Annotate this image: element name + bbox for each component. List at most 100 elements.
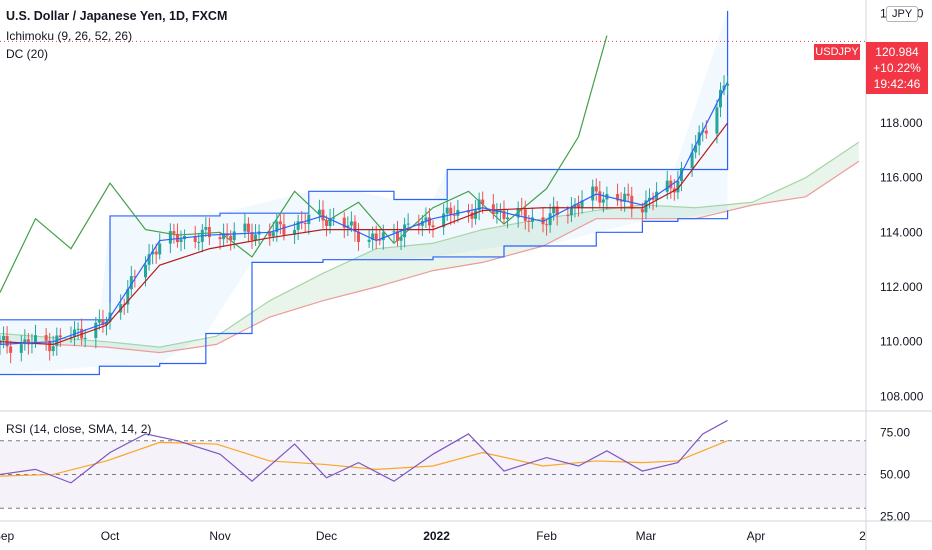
candle-body	[23, 339, 27, 345]
candle-body	[172, 231, 176, 234]
rsi-line	[0, 419, 728, 484]
candle-body	[243, 223, 247, 232]
candle-body	[477, 199, 481, 211]
candle-body	[229, 235, 233, 241]
candle-body	[307, 214, 311, 225]
candle-body	[424, 217, 428, 221]
rsi-tick-label: 75.00	[880, 425, 910, 439]
candle-body	[694, 145, 698, 153]
candle-body	[51, 346, 55, 352]
base-line	[0, 122, 729, 346]
candle-body	[406, 223, 410, 225]
candle-body	[403, 224, 407, 238]
candle-body	[449, 207, 453, 215]
candle-body	[704, 130, 708, 134]
candle-body	[619, 200, 623, 202]
candle-body	[126, 289, 130, 305]
change-percent: +10.22%	[873, 61, 921, 75]
candle-body	[76, 328, 80, 330]
candle-body	[193, 236, 197, 242]
candle-body	[83, 337, 87, 339]
candle-body	[726, 83, 730, 86]
candle-body	[452, 214, 456, 216]
candle-body	[601, 199, 605, 203]
candle-body	[431, 225, 435, 228]
chart-title: U.S. Dollar / Japanese Yen, 1D, FXCM	[6, 9, 228, 23]
candle-body	[58, 335, 62, 338]
candle-body	[648, 197, 651, 201]
candle-body	[378, 239, 382, 241]
candle-body	[5, 335, 9, 347]
symbol-price-tag: USDJPY	[814, 44, 860, 60]
candle-body	[516, 208, 520, 218]
price-tick-label: 112.000	[880, 280, 923, 294]
price-tick-label: 114.000	[880, 225, 923, 239]
candle-body	[48, 340, 52, 352]
candle-body	[129, 276, 133, 290]
candle-body	[718, 89, 722, 108]
candle-body	[246, 223, 250, 233]
candle-body	[154, 251, 158, 255]
candle-body	[591, 186, 595, 201]
price-tick-label: 108.000	[880, 389, 924, 403]
candle-body	[325, 220, 329, 226]
candle-body	[342, 217, 346, 228]
candle-body	[104, 321, 108, 325]
candle-body	[303, 222, 307, 225]
candle-body	[392, 231, 396, 233]
candle-body	[690, 152, 694, 169]
time-tick-label: 2022	[423, 529, 450, 543]
candle-body	[282, 224, 286, 235]
candle-body	[552, 206, 556, 214]
candle-body	[577, 204, 581, 208]
candle-body	[616, 193, 620, 201]
candle-body	[278, 221, 282, 225]
candle-body	[665, 180, 669, 192]
candle-body	[69, 336, 73, 338]
rsi-legend[interactable]: RSI (14, close, SMA, 14, 2)	[6, 422, 152, 436]
candle-body	[175, 233, 179, 243]
candle-body	[94, 322, 98, 338]
candle-body	[715, 107, 719, 134]
candle-body	[594, 186, 598, 192]
candle-body	[491, 204, 495, 215]
ichimoku-cloud	[0, 142, 859, 353]
leading-span-b-line	[0, 160, 860, 354]
candle-body	[2, 335, 6, 341]
currency-badge[interactable]: JPY	[886, 6, 919, 22]
candle-body	[495, 210, 499, 215]
candle-body	[207, 227, 211, 238]
candle-body	[367, 239, 371, 243]
candle-body	[158, 243, 162, 255]
donchian-fill	[0, 10, 728, 375]
candle-body	[293, 229, 297, 235]
candle-body	[623, 193, 627, 202]
candle-body	[481, 199, 485, 205]
time-tick-label: 2	[859, 529, 866, 543]
dc-legend[interactable]: DC (20)	[6, 47, 49, 61]
candle-body	[676, 180, 680, 193]
candle-body	[396, 231, 400, 241]
chikou-span-line	[0, 35, 608, 293]
candle-body	[548, 213, 552, 226]
candle-body	[346, 225, 350, 228]
ichimoku-legend[interactable]: Ichimoku (9, 26, 52, 26)	[6, 29, 133, 43]
candle-body	[427, 217, 431, 226]
candle-body	[626, 193, 630, 196]
price-tick-label: 116.000	[880, 171, 923, 185]
candle-body	[356, 231, 360, 243]
candle-body	[381, 232, 385, 241]
candle-body	[44, 335, 48, 341]
candle-body	[445, 207, 449, 214]
candle-body	[566, 215, 570, 217]
candle-body	[268, 231, 272, 237]
candle-body	[502, 210, 506, 220]
candle-body	[9, 346, 13, 353]
candle-body	[555, 206, 559, 216]
time-tick-label: Nov	[209, 529, 230, 543]
candle-body	[442, 213, 446, 228]
candle-body	[296, 221, 300, 230]
candle-body	[640, 208, 644, 213]
candle-body	[545, 224, 549, 226]
